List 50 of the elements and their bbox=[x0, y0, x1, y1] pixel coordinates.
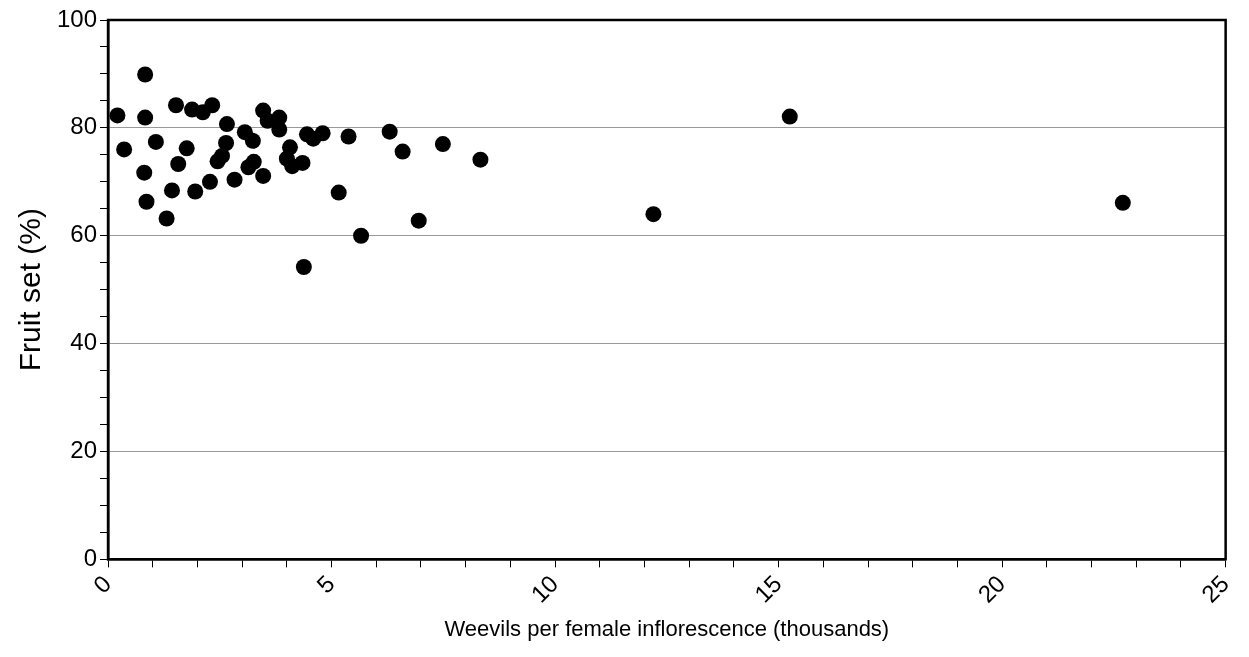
point bbox=[218, 134, 235, 151]
point bbox=[163, 182, 180, 199]
x-axis-title: Weevils per female inflorescence (thousands) bbox=[444, 615, 890, 641]
point bbox=[434, 136, 451, 153]
y-tick-label: 20 bbox=[70, 436, 98, 464]
y-tick-label: 40 bbox=[70, 328, 98, 356]
point bbox=[472, 151, 489, 168]
point bbox=[201, 173, 218, 190]
point bbox=[137, 66, 154, 83]
x-tick-label: 15 bbox=[748, 569, 787, 608]
y-tick-label: 0 bbox=[83, 543, 98, 571]
x-tick-label: 20 bbox=[972, 569, 1011, 608]
point bbox=[226, 171, 243, 188]
y-tick-label: 80 bbox=[70, 112, 98, 140]
y-axis-title: Fruit set (%) bbox=[13, 208, 47, 372]
point bbox=[137, 109, 154, 126]
point bbox=[244, 132, 261, 149]
point bbox=[645, 206, 662, 223]
point bbox=[781, 108, 798, 125]
point bbox=[340, 128, 357, 145]
y-tick-label: 60 bbox=[70, 220, 98, 248]
point bbox=[1114, 194, 1131, 211]
point bbox=[170, 156, 187, 173]
point bbox=[410, 212, 427, 229]
point bbox=[218, 116, 235, 133]
point bbox=[136, 164, 153, 181]
point bbox=[295, 259, 312, 276]
point bbox=[255, 167, 272, 184]
point bbox=[381, 123, 398, 140]
point bbox=[353, 227, 370, 244]
point bbox=[240, 159, 257, 176]
x-tick-label: 25 bbox=[1195, 569, 1234, 608]
point bbox=[116, 141, 133, 158]
point bbox=[158, 210, 175, 227]
point bbox=[294, 154, 311, 171]
point bbox=[394, 143, 411, 160]
point bbox=[314, 125, 331, 142]
point bbox=[178, 140, 195, 157]
point bbox=[187, 183, 204, 200]
point bbox=[271, 121, 288, 138]
point bbox=[330, 184, 347, 201]
x-tick-label: 10 bbox=[525, 569, 564, 608]
point bbox=[109, 107, 126, 124]
point bbox=[167, 97, 184, 114]
point bbox=[214, 147, 231, 164]
point bbox=[204, 97, 221, 114]
point bbox=[147, 133, 164, 150]
x-tick-label: 5 bbox=[311, 569, 340, 599]
y-tick-label: 100 bbox=[57, 4, 98, 32]
point bbox=[138, 193, 155, 210]
